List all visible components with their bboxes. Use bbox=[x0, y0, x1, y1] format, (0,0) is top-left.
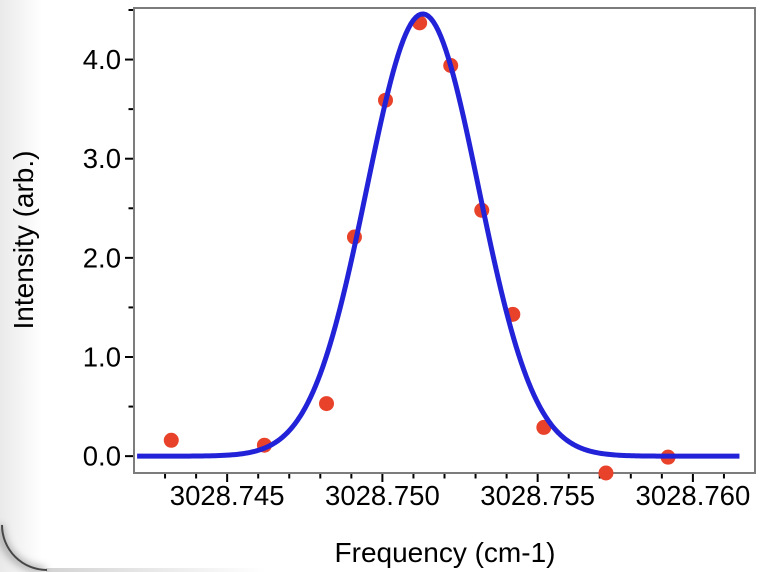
y-axis-title: Intensity (arb.) bbox=[8, 150, 39, 330]
data-point bbox=[598, 465, 614, 481]
x-tick-label: 3028.755 bbox=[480, 480, 595, 511]
y-tick-label: 0.0 bbox=[83, 441, 121, 472]
x-tick-label: 3028.760 bbox=[636, 480, 751, 511]
x-tick-label: 3028.750 bbox=[325, 480, 440, 511]
y-tick-label: 1.0 bbox=[83, 341, 121, 372]
gaussian-fit-curve bbox=[137, 11, 740, 459]
plot-frame bbox=[133, 7, 756, 474]
x-tick-label: 3028.745 bbox=[170, 480, 285, 511]
data-point bbox=[163, 432, 179, 448]
y-tick-label: 4.0 bbox=[83, 44, 121, 75]
y-tick-label: 2.0 bbox=[83, 242, 121, 273]
y-tick-label: 3.0 bbox=[83, 143, 121, 174]
data-point bbox=[319, 396, 335, 412]
x-axis-title: Frequency (cm-1) bbox=[334, 537, 556, 568]
